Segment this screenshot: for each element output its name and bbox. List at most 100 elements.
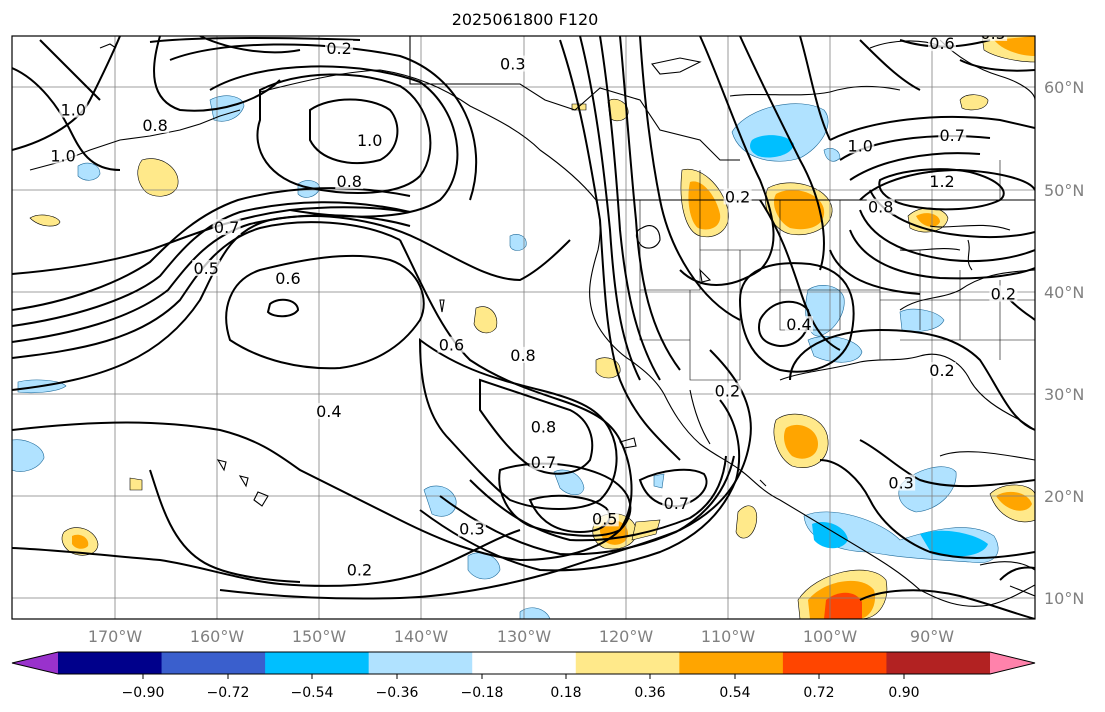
negative-anomaly-shading: [12, 95, 999, 619]
colorbar-tick-label: −0.18: [461, 685, 504, 701]
lat-tick-label: 20°N: [1044, 487, 1084, 506]
contour-lines: [12, 36, 1035, 619]
colorbar-extension-low: [12, 652, 58, 674]
contour-label: 0.7: [664, 494, 689, 513]
colorbar-swatches: [12, 652, 1035, 674]
contour-label-bg: [345, 561, 374, 578]
contour-label-bg: [141, 116, 170, 133]
colorbar-swatch: [575, 652, 680, 674]
contour-label-bg: [866, 198, 895, 215]
lon-tick-label: 140°W: [394, 627, 449, 646]
contour-label: 0.2: [725, 187, 750, 206]
contour-label-bg: [723, 188, 752, 205]
lon-tick-label: 100°W: [803, 627, 858, 646]
contour-label-bg: [509, 346, 537, 363]
contour-label: 1.0: [50, 147, 75, 166]
lat-tick-label: 60°N: [1044, 78, 1084, 97]
contour-label: 0.8: [142, 116, 167, 135]
contour-label-bg: [784, 316, 813, 333]
colorbar-tick-labels: −0.90 −0.72 −0.54 −0.36 −0.18 0.18 0.36 …: [122, 685, 920, 701]
contour-labels: 0.2 0.3 1.0 0.8 1.0 1.0 0.8 0.7 0.5 0.6 0.6 0.8 0.4 0…: [49, 24, 1018, 579]
lat-tick-label: 50°N: [1044, 181, 1084, 200]
colorbar-swatch: [472, 652, 577, 674]
contour-label: 1.0: [61, 101, 86, 120]
contour-label: 0.4: [316, 402, 341, 421]
contour-label-bg: [325, 40, 354, 57]
colorbar-tick-label: 0.36: [634, 685, 665, 701]
longitude-tick-labels: 170°W 160°W 150°W 140°W 130°W 120°W 110°…: [88, 627, 954, 646]
colorbar-tick-label: 0.18: [550, 685, 581, 701]
contour-label-bg: [335, 173, 364, 190]
lat-tick-label: 30°N: [1044, 385, 1084, 404]
contour-label-bg: [662, 495, 691, 512]
map-plot-area: 0.2 0.3 1.0 0.8 1.0 1.0 0.8 0.7 0.5 0.6 0.6 0.8 0.4 0…: [12, 24, 1035, 619]
contour-label: 0.4: [786, 315, 811, 334]
contour-label: 0.8: [868, 198, 893, 217]
contour-label-bg: [212, 219, 241, 236]
colorbar-tick-label: 0.72: [803, 685, 834, 701]
contour-label: 0.8: [510, 346, 535, 365]
contour-label: 0.3: [459, 520, 484, 539]
contour-label: 1.0: [848, 136, 873, 155]
contour-label-bg: [529, 454, 558, 471]
contour-label: 0.2: [991, 285, 1016, 304]
colorbar-tick-label: −0.36: [376, 685, 419, 701]
contour-label-bg: [938, 127, 967, 144]
contour-label-bg: [713, 382, 742, 399]
contour-label: 0.6: [439, 336, 464, 355]
contour-label: 0.6: [929, 34, 954, 53]
contour-label: 1.0: [357, 131, 382, 150]
lat-tick-label: 40°N: [1044, 283, 1084, 302]
contour-label-bg: [846, 137, 875, 154]
lon-tick-label: 150°W: [292, 627, 347, 646]
map-title: 2025061800 F120: [451, 10, 599, 29]
graticule: [12, 36, 1035, 619]
contour-label-bg: [355, 132, 384, 149]
colorbar-swatch: [58, 652, 163, 674]
contour-label: 0.2: [326, 39, 351, 58]
contour-label: 0.3: [500, 55, 525, 74]
contour-label: 0.7: [940, 126, 965, 145]
contour-label: 0.3: [888, 474, 913, 493]
contour-label: 0.2: [929, 361, 954, 380]
lon-tick-label: 110°W: [701, 627, 756, 646]
lon-tick-label: 170°W: [88, 627, 143, 646]
contour-label: 0.5: [980, 24, 1005, 43]
colorbar: −0.90 −0.72 −0.54 −0.36 −0.18 0.18 0.36 …: [11, 651, 1036, 701]
colorbar-swatch: [265, 652, 370, 674]
contour-label-bg: [979, 36, 1008, 41]
contour-label-bg: [437, 336, 466, 353]
colorbar-swatch: [368, 652, 473, 674]
colorbar-swatch: [886, 652, 991, 674]
latitude-tick-labels: 60°N 50°N 40°N 30°N 20°N 10°N: [1044, 78, 1084, 608]
lat-tick-label: 10°N: [1044, 589, 1084, 608]
contour-label: 0.5: [592, 509, 617, 528]
colorbar-swatch: [161, 652, 266, 674]
contour-label-bg: [928, 173, 957, 190]
contour-label-bg: [314, 403, 343, 420]
colorbar-ticks: [142, 674, 905, 679]
contour-label-bg: [928, 36, 957, 52]
contour-label: 0.5: [193, 259, 218, 278]
lon-tick-label: 90°W: [910, 627, 954, 646]
contour-label-bg: [498, 55, 527, 72]
contour-label-bg: [529, 418, 558, 435]
contour-label-bg: [590, 510, 619, 527]
colorbar-tick-label: −0.72: [207, 685, 250, 701]
contour-label-bg: [273, 270, 302, 287]
contour-label-bg: [928, 362, 957, 379]
colorbar-tick-label: −0.90: [122, 685, 165, 701]
contour-label-bg: [457, 520, 486, 537]
lon-tick-label: 130°W: [497, 627, 552, 646]
contour-label-bg: [192, 259, 221, 276]
contour-label: 0.2: [347, 560, 372, 579]
contour-label: 0.7: [531, 453, 556, 472]
contour-label: 1.2: [929, 172, 954, 191]
colorbar-outline: [11, 651, 1036, 675]
contour-label: 0.7: [214, 218, 239, 237]
contour-label: 0.8: [337, 172, 362, 191]
contour-label-bg: [49, 147, 78, 164]
lon-tick-label: 120°W: [599, 627, 654, 646]
contour-label: 0.2: [715, 382, 740, 401]
